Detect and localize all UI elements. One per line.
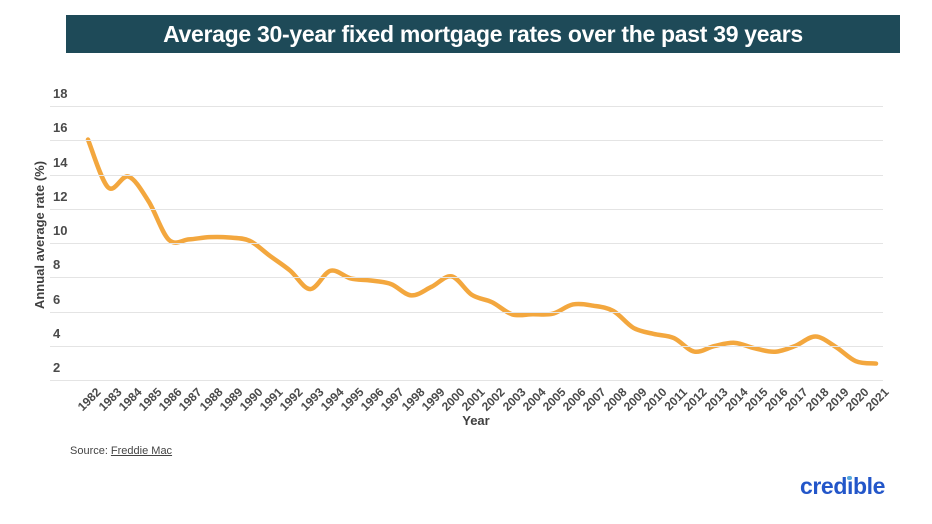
- y-tick-label: 12: [53, 188, 68, 204]
- logo-letter-i: ı: [846, 473, 853, 499]
- gridline: [50, 345, 883, 347]
- gridline: [50, 380, 883, 381]
- y-tick-label: 4: [53, 325, 61, 341]
- rate-line: [85, 137, 879, 366]
- gridline: [50, 106, 883, 107]
- x-axis-title: Year: [462, 413, 490, 428]
- y-tick-label: 10: [53, 223, 68, 238]
- gridline: [50, 140, 883, 142]
- y-tick-label: 8: [53, 257, 61, 273]
- gridline: [50, 243, 883, 244]
- gridline: [50, 311, 883, 313]
- credible-logo: credı ble: [800, 474, 885, 498]
- y-tick-label: 16: [53, 120, 68, 136]
- y-axis-title: Annual average rate (%): [32, 160, 47, 310]
- credible-logo-text: credı ble: [799, 473, 885, 499]
- y-tick-label: 18: [53, 86, 68, 101]
- source-link[interactable]: Freddie Mac: [110, 445, 173, 457]
- logo-i-dot-icon: [847, 475, 852, 480]
- chart-title: Average 30-year fixed mortgage rates ove…: [163, 20, 803, 47]
- y-tick-label: 14: [53, 154, 68, 170]
- y-tick-label: 2: [53, 360, 61, 375]
- source-note: Source: Freddie Mac: [70, 445, 172, 457]
- y-tick-label: 6: [53, 291, 61, 307]
- gridline: [50, 277, 883, 279]
- chart-title-bar: Average 30-year fixed mortgage rates ove…: [66, 15, 900, 53]
- gridline: [50, 208, 883, 210]
- source-label: Source:: [70, 445, 108, 457]
- gridline: [50, 174, 883, 176]
